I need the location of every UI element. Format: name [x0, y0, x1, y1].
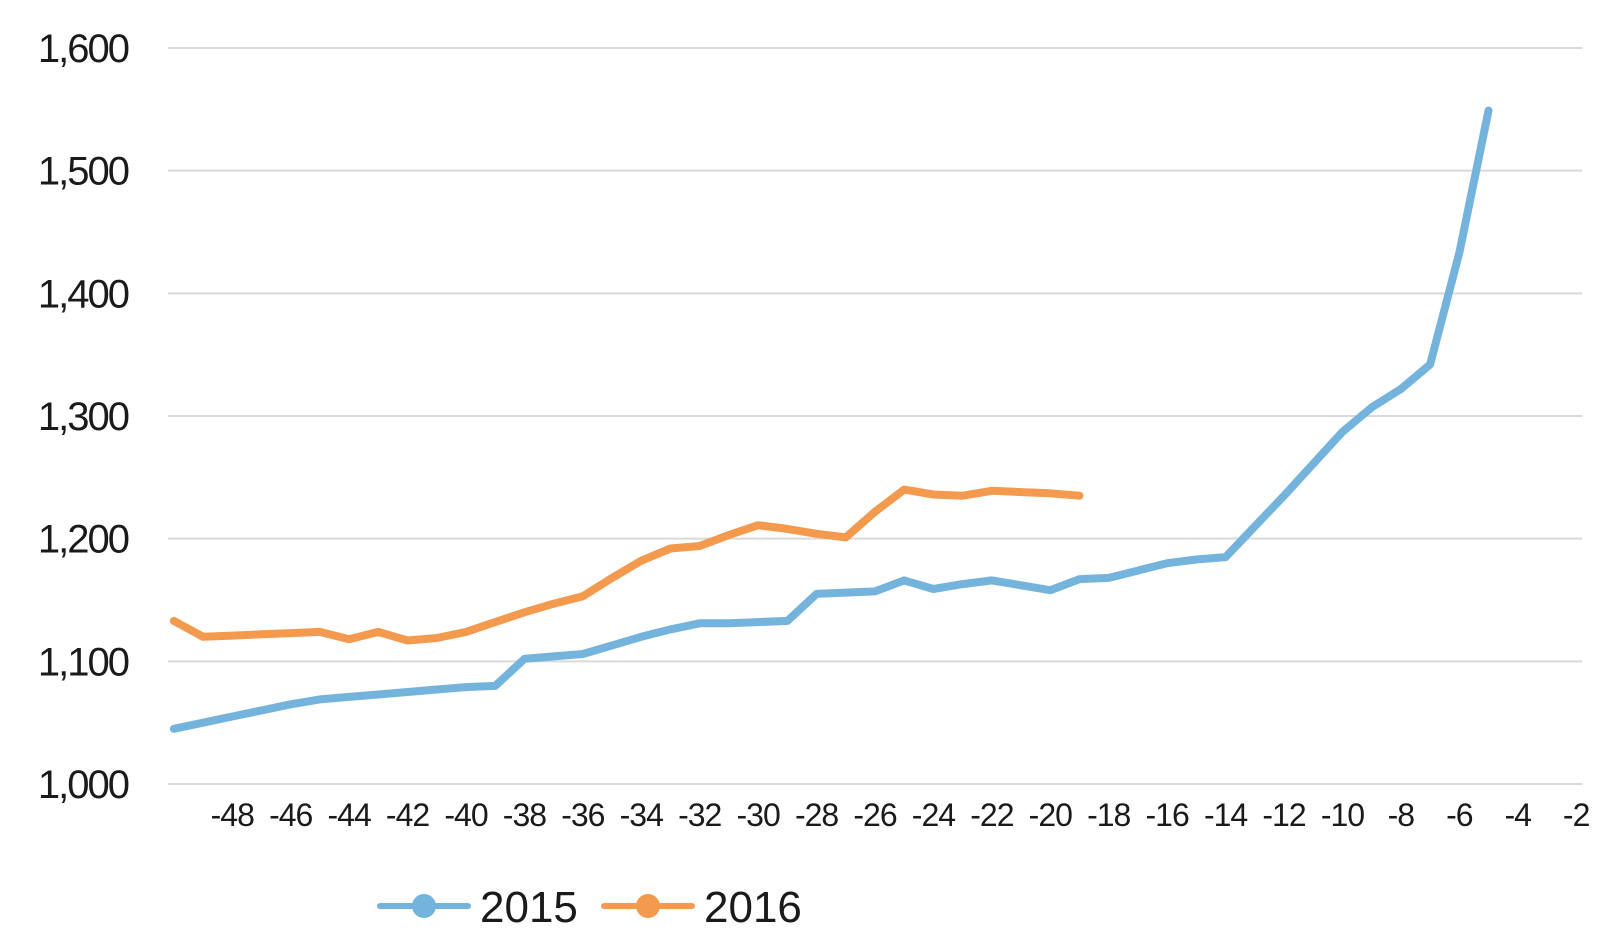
legend-label: 2016	[704, 883, 802, 932]
x-tick-label: -14	[1204, 797, 1247, 833]
x-tick-label: -18	[1087, 797, 1130, 833]
legend-marker	[412, 894, 436, 918]
y-tick-label: 1,400	[38, 272, 129, 316]
x-tick-label: -44	[328, 797, 371, 833]
x-tick-label: -26	[853, 797, 896, 833]
gridlines	[168, 47, 1582, 785]
x-tick-label: -16	[1146, 797, 1189, 833]
x-tick-label: -40	[444, 797, 487, 833]
x-tick-label: -10	[1321, 797, 1364, 833]
legend: 2015 2016	[377, 883, 802, 932]
x-tick-label: -8	[1388, 797, 1415, 833]
x-tick-label: -6	[1446, 797, 1473, 833]
x-tick-label: -4	[1505, 797, 1532, 833]
x-tick-label: -42	[386, 797, 429, 833]
y-tick-label: 1,000	[38, 763, 129, 807]
legend-item-2016: 2016	[601, 883, 802, 932]
x-tick-label: -36	[561, 797, 604, 833]
x-tick-label: -34	[620, 797, 663, 833]
y-tick-label: 1,300	[38, 395, 129, 439]
y-tick-label: 1,200	[38, 518, 129, 562]
x-tick-label: -24	[912, 797, 955, 833]
y-tick-label: 1,500	[38, 150, 129, 194]
y-axis-ticks: 1,000 1,100 1,200 1,300 1,400 1,500 1,600	[38, 27, 131, 807]
x-tick-label: -20	[1029, 797, 1072, 833]
y-tick-label: 1,100	[38, 640, 129, 684]
x-tick-label: -28	[795, 797, 838, 833]
legend-item-2015: 2015	[377, 883, 578, 932]
legend-label: 2015	[480, 883, 578, 932]
x-tick-label: -30	[737, 797, 780, 833]
series-line-2016	[169, 485, 1084, 645]
x-tick-label: -48	[211, 797, 254, 833]
x-tick-label: -12	[1262, 797, 1305, 833]
legend-marker	[636, 894, 660, 918]
x-tick-label: -38	[503, 797, 546, 833]
x-tick-label: -46	[269, 797, 312, 833]
series-lines	[169, 106, 1493, 733]
y-tick-label: 1,600	[38, 27, 129, 71]
x-axis-ticks: -48 -46 -44 -42 -40 -38 -36 -34 -32 -30 -28 -26 -24-…	[211, 797, 1591, 833]
x-tick-label: -32	[678, 797, 721, 833]
x-tick-label: -22	[970, 797, 1013, 833]
series-line-2015	[169, 106, 1493, 733]
x-tick-label: -2	[1563, 797, 1590, 833]
